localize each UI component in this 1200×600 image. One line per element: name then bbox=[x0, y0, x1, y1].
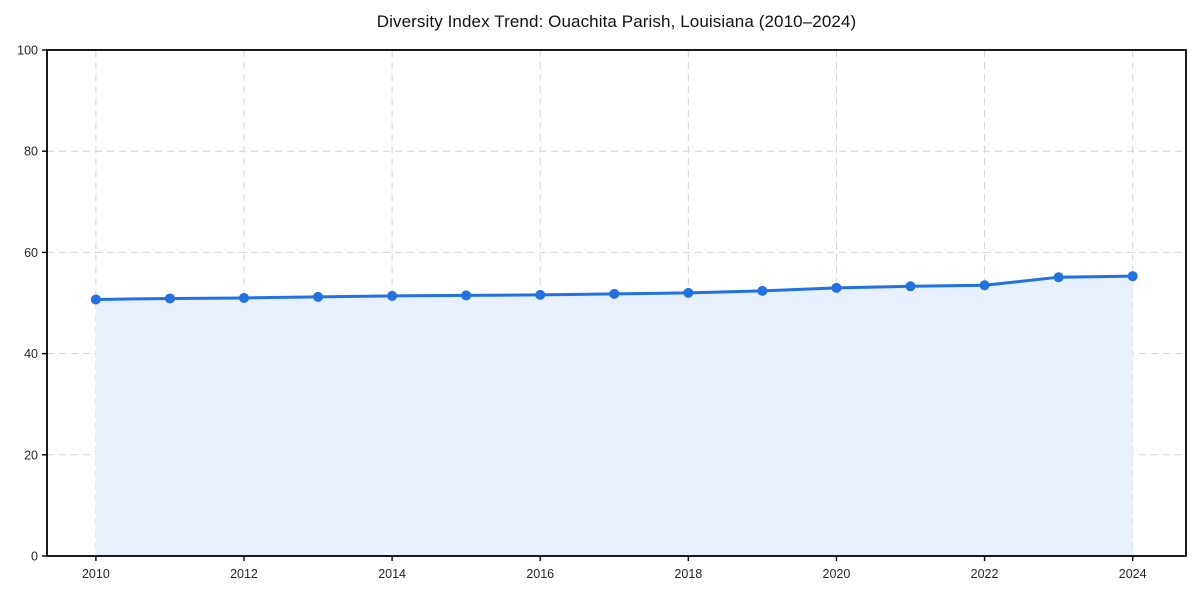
data-point-2020 bbox=[831, 282, 842, 293]
chart-title: Diversity Index Trend: Ouachita Parish, … bbox=[376, 12, 857, 31]
data-point-2022 bbox=[979, 280, 990, 291]
data-point-2016 bbox=[535, 289, 546, 300]
ytick-label-0: 0 bbox=[31, 550, 38, 564]
xtick-label-2018: 2018 bbox=[674, 567, 702, 581]
xtick-label-2020: 2020 bbox=[823, 567, 851, 581]
data-point-2015 bbox=[461, 290, 472, 301]
xtick-label-2012: 2012 bbox=[230, 567, 258, 581]
data-point-2018 bbox=[683, 287, 694, 298]
data-point-2019 bbox=[757, 285, 768, 296]
ytick-label-100: 100 bbox=[17, 44, 38, 58]
data-point-2021 bbox=[905, 281, 916, 292]
data-point-2012 bbox=[238, 292, 249, 303]
ytick-label-40: 40 bbox=[24, 347, 38, 361]
data-point-2024 bbox=[1127, 271, 1138, 282]
axes-frame bbox=[46, 49, 1187, 557]
data-point-2013 bbox=[313, 291, 324, 302]
data-point-2023 bbox=[1053, 272, 1064, 283]
xtick-label-2016: 2016 bbox=[526, 567, 554, 581]
xtick-label-2010: 2010 bbox=[82, 567, 110, 581]
data-point-2014 bbox=[387, 290, 398, 301]
data-point-2011 bbox=[164, 293, 175, 304]
ytick-label-80: 80 bbox=[24, 145, 38, 159]
ytick-label-20: 20 bbox=[24, 448, 38, 462]
ytick-label-60: 60 bbox=[24, 246, 38, 260]
xtick-label-2022: 2022 bbox=[971, 567, 999, 581]
area-fill bbox=[95, 276, 1133, 556]
xtick-label-2024: 2024 bbox=[1119, 567, 1147, 581]
data-point-2017 bbox=[609, 288, 620, 299]
data-point-2010 bbox=[90, 294, 101, 305]
xtick-label-2014: 2014 bbox=[378, 567, 406, 581]
